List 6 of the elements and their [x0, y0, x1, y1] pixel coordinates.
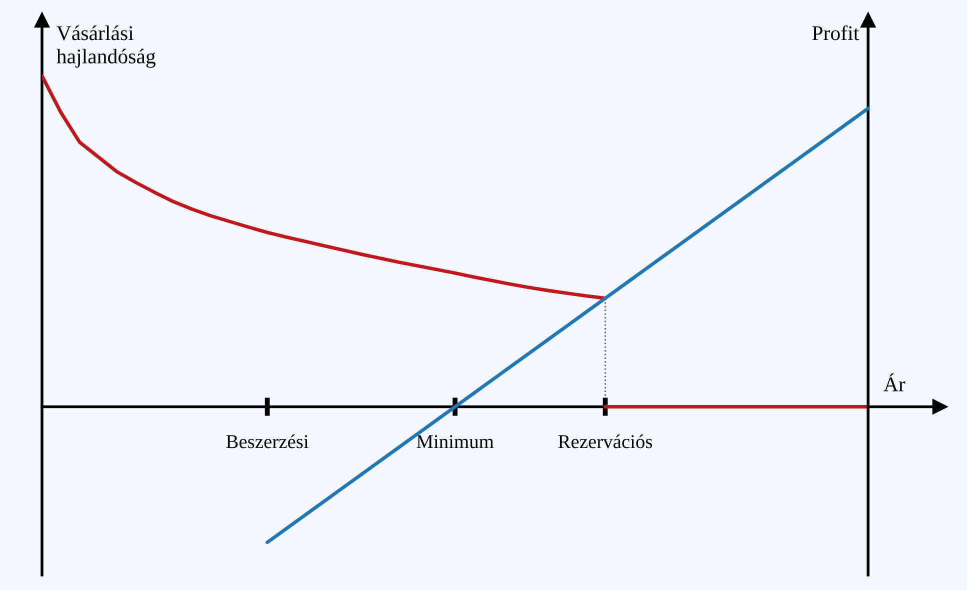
y-axis-title: Vásárlási hajlandóság	[56, 26, 156, 68]
x-tick-label: Rezervációs	[558, 434, 652, 448]
x-tick-label: Beszerzési	[226, 434, 308, 448]
y2-axis-title: Profit	[812, 25, 860, 40]
x-tick-label: Minimum	[416, 435, 494, 448]
x-axis-title: Ár	[884, 373, 906, 392]
